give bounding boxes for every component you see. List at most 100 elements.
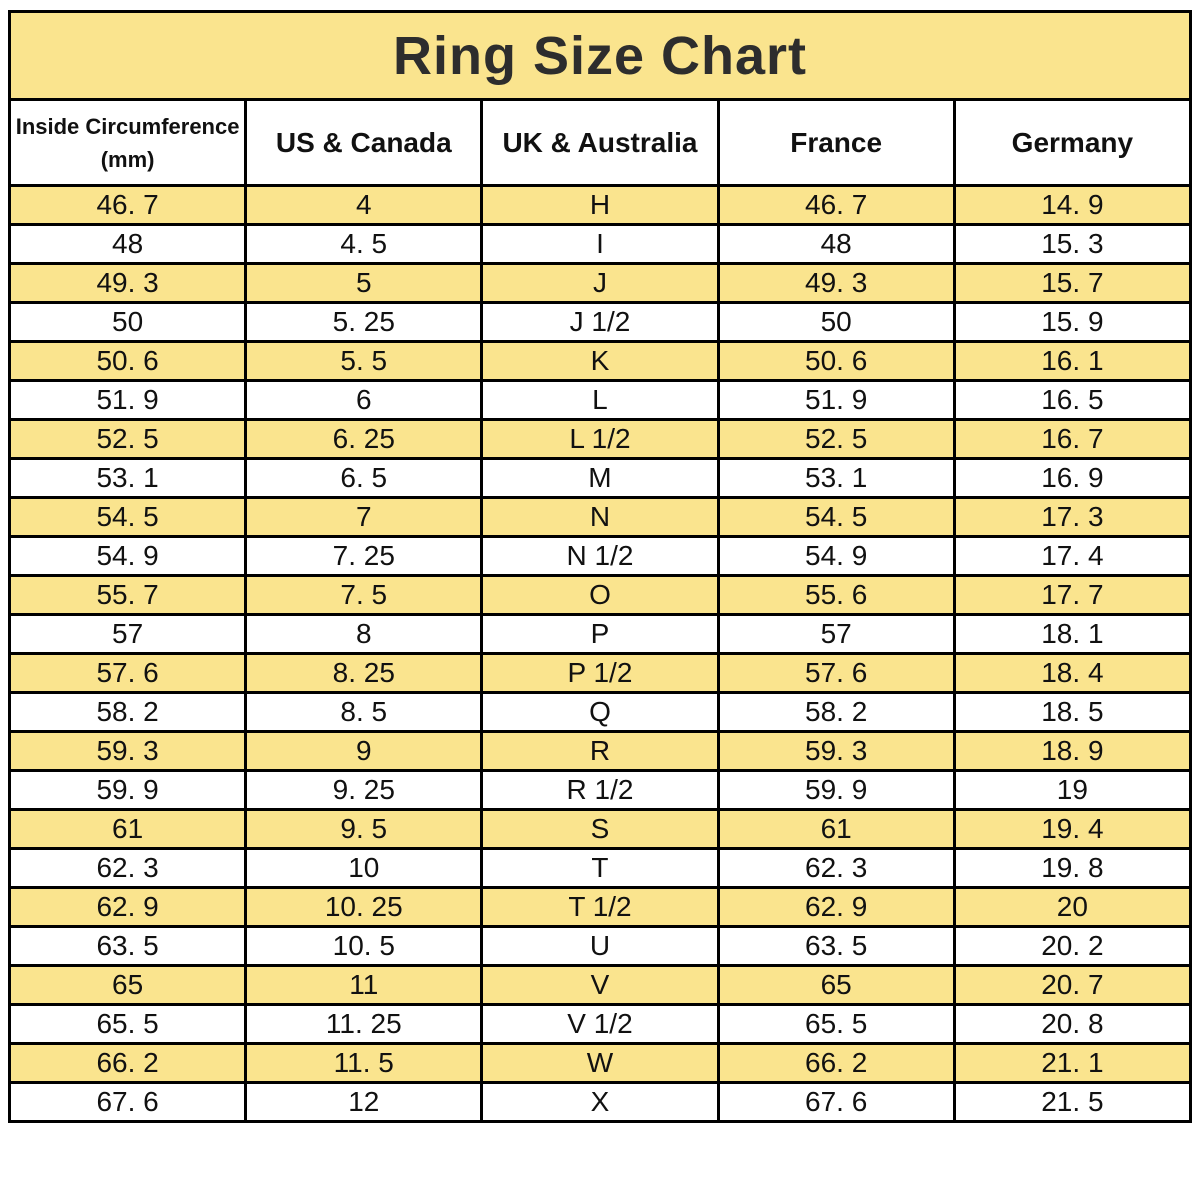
table-cell: P 1/2 <box>480 652 720 694</box>
table-cell: V 1/2 <box>480 1003 720 1045</box>
table-cell: 54. 5 <box>716 496 956 538</box>
table-cell: 59. 3 <box>716 730 956 772</box>
table-cell: 57. 6 <box>7 652 248 694</box>
table-cell: 59. 9 <box>716 769 956 811</box>
table-cell: 16. 1 <box>952 340 1193 382</box>
table-row: 58. 2 8. 5 Q 58. 2 18. 5 <box>7 691 1193 733</box>
table-cell: 48 <box>716 223 956 265</box>
table-cell: 12 <box>244 1081 484 1123</box>
table-row: 54. 5 7 N 54. 5 17. 3 <box>7 496 1193 538</box>
table-row: 50. 6 5. 5 K 50. 6 16. 1 <box>7 340 1193 382</box>
table-cell: 5 <box>244 262 484 304</box>
table-cell: 8 <box>244 613 484 655</box>
table-cell: K <box>480 340 720 382</box>
table-cell: 55. 7 <box>7 574 248 616</box>
table-cell: X <box>480 1081 720 1123</box>
table-cell: 17. 3 <box>952 496 1193 538</box>
table-cell: 46. 7 <box>7 184 248 226</box>
table-body: 46. 7 4 H 46. 7 14. 9 48 4. 5 I 48 15. 3 49. 3 5 J 49… <box>7 184 1193 1123</box>
table-cell: 48 <box>7 223 248 265</box>
table-cell: 53. 1 <box>716 457 956 499</box>
table-cell: 18. 5 <box>952 691 1193 733</box>
table-cell: 20. 7 <box>952 964 1193 1006</box>
table-cell: 62. 9 <box>7 886 248 928</box>
table-cell: 19. 8 <box>952 847 1193 889</box>
table-cell: P <box>480 613 720 655</box>
table-cell: 65. 5 <box>7 1003 248 1045</box>
table-cell: 66. 2 <box>716 1042 956 1084</box>
table-cell: 52. 5 <box>716 418 956 460</box>
page-title: Ring Size Chart <box>8 10 1192 98</box>
header-row: Inside Circumference (mm) US & Canada UK… <box>7 98 1193 187</box>
table-cell: 57. 6 <box>716 652 956 694</box>
table-cell: 18. 9 <box>952 730 1193 772</box>
table-cell: 7. 25 <box>244 535 484 577</box>
table-cell: N 1/2 <box>480 535 720 577</box>
table-cell: 18. 1 <box>952 613 1193 655</box>
table-cell: 11 <box>244 964 484 1006</box>
table-cell: T 1/2 <box>480 886 720 928</box>
table-cell: 18. 4 <box>952 652 1193 694</box>
table-cell: H <box>480 184 720 226</box>
table-row: 57. 6 8. 25 P 1/2 57. 6 18. 4 <box>7 652 1193 694</box>
table-cell: 54. 5 <box>7 496 248 538</box>
table-cell: R <box>480 730 720 772</box>
table-row: 65 11 V 65 20. 7 <box>7 964 1193 1006</box>
table-cell: N <box>480 496 720 538</box>
table-cell: 58. 2 <box>7 691 248 733</box>
table-cell: 20 <box>952 886 1193 928</box>
header-france: France <box>716 98 956 187</box>
header-germany: Germany <box>952 98 1193 187</box>
ring-size-table: Inside Circumference (mm) US & Canada UK… <box>7 98 1193 1123</box>
table-cell: 10. 25 <box>244 886 484 928</box>
table-cell: 16. 7 <box>952 418 1193 460</box>
table-cell: 61 <box>716 808 956 850</box>
header-inside-circumference-line2: (mm) <box>100 146 155 172</box>
table-cell: 9 <box>244 730 484 772</box>
table-cell: J <box>480 262 720 304</box>
table-cell: 4 <box>244 184 484 226</box>
table-cell: 59. 9 <box>7 769 248 811</box>
table-cell: W <box>480 1042 720 1084</box>
table-cell: 15. 7 <box>952 262 1193 304</box>
table-cell: 58. 2 <box>716 691 956 733</box>
table-cell: 65 <box>7 964 248 1006</box>
table-cell: 53. 1 <box>7 457 248 499</box>
table-row: 53. 1 6. 5 M 53. 1 16. 9 <box>7 457 1193 499</box>
table-cell: 55. 6 <box>716 574 956 616</box>
table-cell: 50. 6 <box>7 340 248 382</box>
table-cell: 62. 9 <box>716 886 956 928</box>
table-cell: 51. 9 <box>716 379 956 421</box>
table-cell: 8. 25 <box>244 652 484 694</box>
table-cell: 20. 8 <box>952 1003 1193 1045</box>
table-cell: 7. 5 <box>244 574 484 616</box>
table-cell: 19. 4 <box>952 808 1193 850</box>
table-cell: 63. 5 <box>7 925 248 967</box>
table-cell: Q <box>480 691 720 733</box>
table-cell: 4. 5 <box>244 223 484 265</box>
table-row: 55. 7 7. 5 O 55. 6 17. 7 <box>7 574 1193 616</box>
table-row: 62. 3 10 T 62. 3 19. 8 <box>7 847 1193 889</box>
table-cell: 61 <box>7 808 248 850</box>
header-us-canada: US & Canada <box>244 98 484 187</box>
table-row: 65. 5 11. 25 V 1/2 65. 5 20. 8 <box>7 1003 1193 1045</box>
table-cell: 14. 9 <box>952 184 1193 226</box>
table-cell: I <box>480 223 720 265</box>
table-row: 59. 3 9 R 59. 3 18. 9 <box>7 730 1193 772</box>
table-cell: 62. 3 <box>716 847 956 889</box>
table-cell: 16. 5 <box>952 379 1193 421</box>
header-inside-circumference-line1: Inside Circumference <box>15 113 240 139</box>
table-cell: 65 <box>716 964 956 1006</box>
table-row: 63. 5 10. 5 U 63. 5 20. 2 <box>7 925 1193 967</box>
table-cell: 51. 9 <box>7 379 248 421</box>
table-cell: 66. 2 <box>7 1042 248 1084</box>
table-cell: 21. 5 <box>952 1081 1193 1123</box>
table-cell: 50 <box>716 301 956 343</box>
table-row: 57 8 P 57 18. 1 <box>7 613 1193 655</box>
table-row: 54. 9 7. 25 N 1/2 54. 9 17. 4 <box>7 535 1193 577</box>
table-cell: 16. 9 <box>952 457 1193 499</box>
table-cell: 59. 3 <box>7 730 248 772</box>
table-cell: T <box>480 847 720 889</box>
table-cell: 6. 25 <box>244 418 484 460</box>
table-cell: S <box>480 808 720 850</box>
